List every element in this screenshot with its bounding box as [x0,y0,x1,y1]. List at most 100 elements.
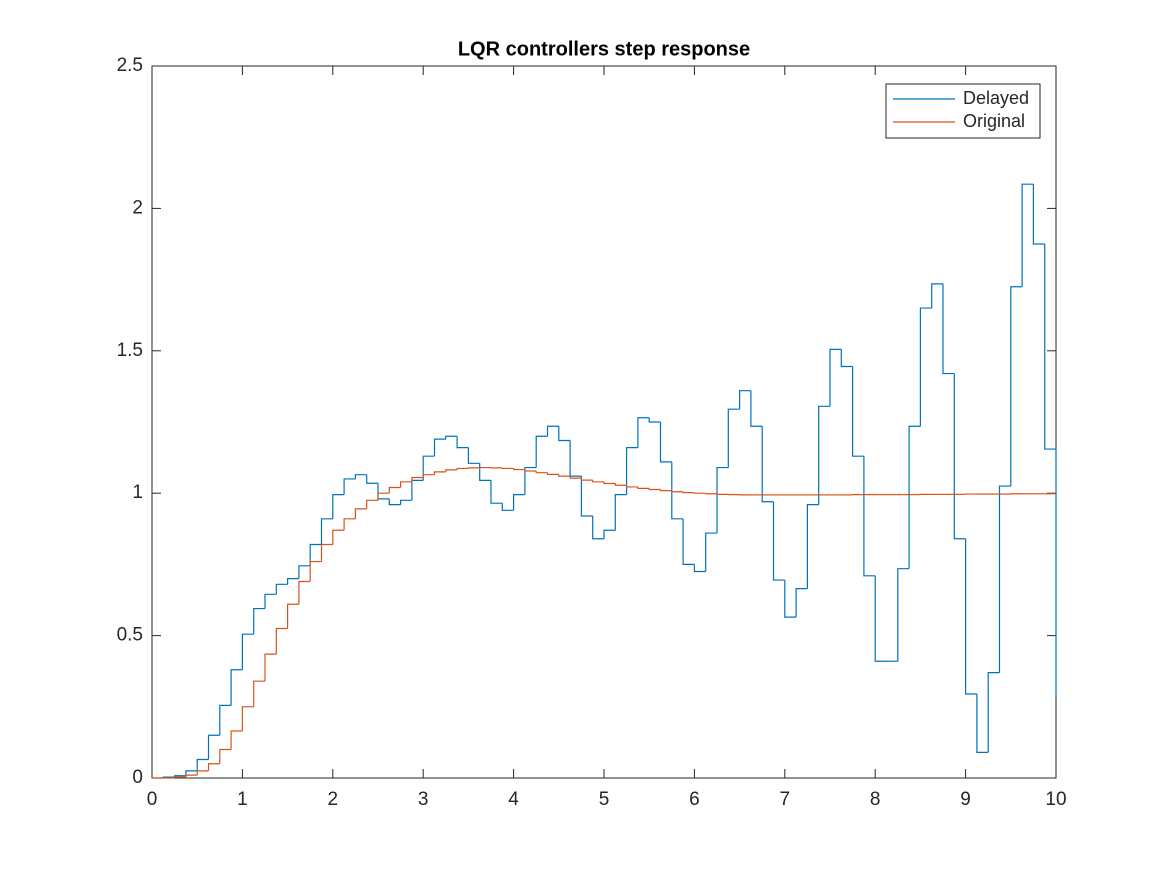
step-segment [1021,183,1034,287]
step-segment [998,485,1011,673]
step-segment [241,706,254,732]
step-segment [343,478,356,495]
step-segment [366,474,378,484]
step-segment [829,348,842,407]
step-segment [467,447,480,464]
x-tick-label: 3 [418,789,429,810]
step-segment [693,492,706,494]
step-segment [682,518,695,565]
step-segment [716,493,729,495]
y-tick-label: 0.5 [117,625,143,646]
step-segment [298,565,311,579]
step-segment [795,588,808,618]
step-segment [354,474,367,479]
legend-label: Delayed [963,88,1029,108]
step-segment [659,489,672,492]
step-segment [671,490,684,493]
step-segment [275,583,288,595]
step-segment [942,283,955,375]
step-segment [637,486,650,489]
step-segment [987,672,1000,753]
step-segment [264,593,277,609]
step-segment [320,543,333,562]
step-segment [275,627,288,655]
step-segment [207,763,220,771]
x-tick-label: 8 [870,789,881,810]
step-segment [433,438,446,457]
step-segment [784,580,797,618]
step-segment [693,564,706,573]
y-tick-label: 2 [132,197,143,218]
step-segment [287,578,299,585]
step-segment [931,283,943,309]
step-segment [716,466,729,534]
step-segment [614,494,627,531]
step-segment [196,770,209,776]
step-segment [558,474,571,477]
step-segment [592,515,604,540]
step-segment [648,417,661,423]
step-segment [490,480,503,504]
step-segment [772,501,785,581]
step-segment [332,494,345,519]
step-segment [626,447,638,495]
x-tick-label: 10 [1045,789,1066,810]
step-segment [241,633,254,670]
x-tick-label: 4 [508,789,519,810]
step-segment [1032,184,1045,245]
step-segment [863,456,876,577]
step-segment [818,405,830,505]
step-segment [603,481,616,485]
step-segment [456,436,469,449]
step-segment [806,503,819,589]
x-tick-label: 5 [599,789,610,810]
y-tick-label: 1.5 [117,340,143,361]
step-segment [671,461,684,520]
step-segment [580,476,593,517]
step-segment [659,422,672,463]
step-segment [422,474,435,478]
step-segment [897,568,910,662]
step-segment [185,770,198,776]
step-segment [546,472,559,476]
step-segment [546,425,559,437]
step-segment [750,390,763,427]
step-segment [535,435,548,468]
step-segment [253,607,265,635]
step-segment [513,494,525,511]
step-segment [467,467,480,469]
step-segment [1010,286,1023,487]
step-segment [592,480,604,483]
step-segment [219,748,232,764]
legend-box [885,83,1041,139]
step-segment [614,483,627,486]
x-tick-label: 9 [960,789,971,810]
step-segment [320,518,333,545]
step-segment [908,425,921,569]
step-segment [682,491,695,494]
step-segment [524,469,537,472]
step-segment [388,486,401,494]
x-tick-label: 1 [237,789,248,810]
step-segment [626,485,638,488]
x-tick-label: 6 [689,789,700,810]
y-tick-label: 0 [132,767,143,788]
step-segment [411,476,424,482]
step-segment [524,466,537,495]
step-segment [569,476,582,479]
y-tick-label: 1 [132,482,143,503]
step-segment [185,774,198,778]
step-segment [196,758,209,771]
step-segment [919,307,932,427]
step-segment [332,529,345,545]
legend-label: Original [963,111,1025,131]
step-segment [174,776,186,778]
step-segment [400,481,412,488]
step-segment [309,543,322,566]
step-segment [433,471,446,475]
y-tick-label: 2.5 [117,55,143,76]
step-segment [479,463,491,481]
step-segment [264,653,277,682]
